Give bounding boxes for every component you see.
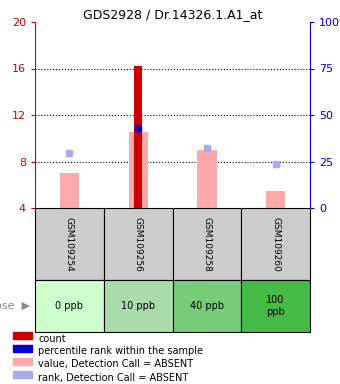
Text: value, Detection Call = ABSENT: value, Detection Call = ABSENT xyxy=(38,359,193,369)
Bar xyxy=(197,150,217,208)
Text: GSM109260: GSM109260 xyxy=(271,217,280,271)
Title: GDS2928 / Dr.14326.1.A1_at: GDS2928 / Dr.14326.1.A1_at xyxy=(83,8,262,21)
Bar xyxy=(14,358,32,365)
Text: 0 ppb: 0 ppb xyxy=(55,301,83,311)
Bar xyxy=(104,280,172,332)
Bar xyxy=(14,332,32,339)
Bar xyxy=(241,280,310,332)
Bar xyxy=(14,345,32,352)
Bar xyxy=(172,208,241,280)
Bar xyxy=(134,66,142,208)
Bar xyxy=(35,280,104,332)
Text: dose  ▶: dose ▶ xyxy=(0,301,30,311)
Bar xyxy=(35,208,104,280)
Text: percentile rank within the sample: percentile rank within the sample xyxy=(38,346,203,356)
Bar xyxy=(14,371,32,378)
Text: GSM109254: GSM109254 xyxy=(65,217,74,271)
Text: 100
ppb: 100 ppb xyxy=(266,295,285,317)
Bar xyxy=(60,173,79,208)
Bar xyxy=(129,132,148,208)
Bar xyxy=(172,280,241,332)
Text: count: count xyxy=(38,333,66,344)
Text: GSM109256: GSM109256 xyxy=(134,217,142,271)
Bar xyxy=(241,208,310,280)
Bar xyxy=(104,208,172,280)
Bar xyxy=(266,190,285,208)
Text: rank, Detection Call = ABSENT: rank, Detection Call = ABSENT xyxy=(38,372,188,382)
Text: GSM109258: GSM109258 xyxy=(202,217,211,271)
Text: 10 ppb: 10 ppb xyxy=(121,301,155,311)
Text: 40 ppb: 40 ppb xyxy=(190,301,224,311)
